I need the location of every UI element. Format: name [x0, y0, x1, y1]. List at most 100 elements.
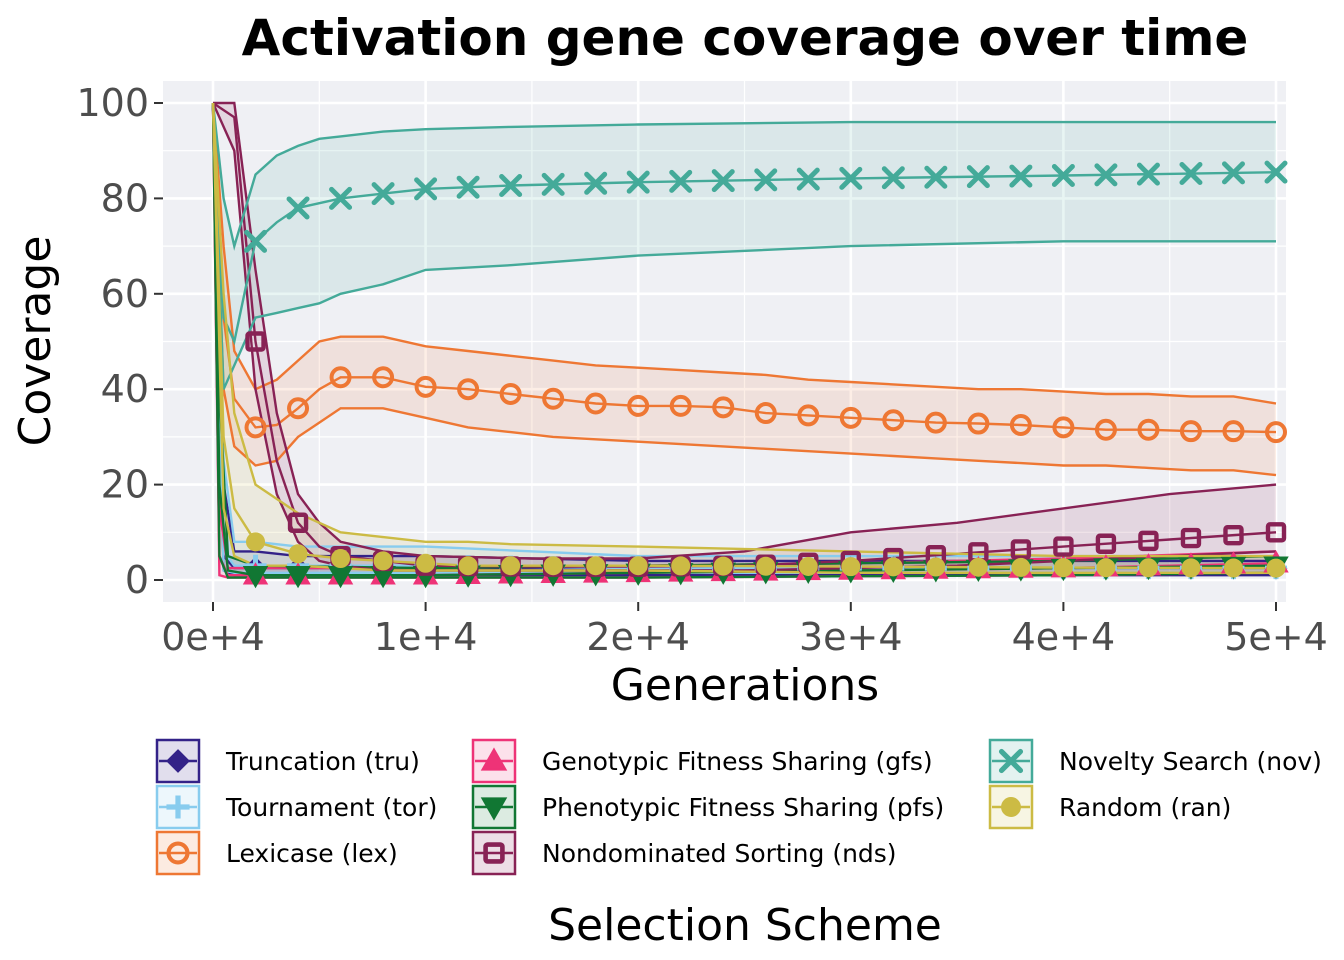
marker-nondominated-sorting-nds	[1095, 533, 1117, 554]
legend-key-marker-novelty-search-nov	[998, 748, 1024, 774]
marker-lexicase-lex	[457, 378, 480, 401]
legend-label-tournament-tor: Tournament (tor)	[225, 793, 437, 822]
marker-nondominated-sorting-nds	[1265, 522, 1287, 543]
marker-novelty-search-nov	[1094, 163, 1118, 187]
legend-key-marker-nondominated-sorting-nds	[483, 842, 505, 864]
marker-random-ran	[331, 549, 351, 569]
marker-lexicase-lex	[1009, 413, 1032, 436]
marker-lexicase-lex	[1179, 420, 1202, 443]
lower-line-lexicase-lex	[211, 102, 1277, 477]
marker-novelty-search-nov	[329, 186, 353, 210]
marker-novelty-search-nov	[1264, 160, 1288, 184]
marker-novelty-search-nov	[1221, 161, 1245, 185]
legend-label-lexicase-lex: Lexicase (lex)	[226, 839, 398, 868]
x-axis-title: Generations	[611, 660, 879, 711]
legend-key-marker-lexicase-lex	[166, 841, 190, 865]
marker-novelty-search-nov	[796, 167, 820, 191]
series-markers	[242, 160, 1289, 589]
band-novelty-search-nov	[213, 103, 1276, 390]
marker-novelty-search-nov	[414, 177, 438, 201]
marker-novelty-search-nov	[371, 182, 395, 206]
marker-nondominated-sorting-nds	[1180, 527, 1202, 549]
marker-novelty-search-nov	[966, 165, 990, 189]
chart-title: Activation gene coverage over time	[242, 9, 1249, 67]
legend-label-random-ran: Random (ran)	[1059, 793, 1231, 822]
marker-random-ran	[288, 544, 308, 564]
marker-novelty-search-nov	[839, 166, 863, 190]
marker-novelty-search-nov	[541, 172, 565, 196]
marker-random-ran	[246, 532, 266, 552]
marker-nondominated-sorting-nds	[1053, 536, 1074, 557]
legend-title: Selection Scheme	[548, 900, 942, 951]
marker-novelty-search-nov	[1179, 162, 1203, 186]
marker-novelty-search-nov	[1136, 162, 1160, 186]
marker-novelty-search-nov	[1051, 164, 1075, 188]
marker-novelty-search-nov	[584, 171, 608, 195]
upper-line-lexicase-lex	[211, 102, 1277, 405]
marker-random-ran	[926, 557, 946, 577]
y-tick-label: 40	[101, 367, 149, 411]
x-tick-label: 1e+4	[374, 615, 478, 659]
marker-random-ran	[416, 553, 436, 573]
legend-label-truncation-tru: Truncation (tru)	[225, 747, 420, 776]
band-random-ran	[213, 103, 1276, 573]
x-tick-label: 5e+4	[1224, 615, 1328, 659]
marker-lexicase-lex	[712, 396, 735, 419]
marker-lexicase-lex	[414, 375, 437, 398]
marker-novelty-search-nov	[626, 170, 650, 194]
legend-label-phenotypic-fitness-sharing-pfs: Phenotypic Fitness Sharing (pfs)	[542, 793, 944, 822]
marker-novelty-search-nov	[456, 175, 480, 199]
legend-label-nondominated-sorting-nds: Nondominated Sorting (nds)	[542, 839, 897, 868]
marker-lexicase-lex	[627, 394, 650, 417]
axes: 0 20 40 60 80 100 0e+4 1e+4 2e+4 3e+4 4e+4 5e+4	[76, 81, 1327, 659]
y-tick-label: 20	[101, 463, 149, 507]
marker-lexicase-lex	[797, 404, 820, 427]
marker-random-ran	[1011, 557, 1031, 577]
marker-nondominated-sorting-nds	[1223, 524, 1244, 546]
y-tick-label: 0	[125, 558, 149, 602]
legend-label-genotypic-fitness-sharing-gfs: Genotypic Fitness Sharing (gfs)	[542, 747, 933, 776]
marker-random-ran	[883, 557, 903, 577]
marker-phenotypic-fitness-sharing-pfs	[242, 565, 269, 589]
marker-lexicase-lex	[967, 412, 990, 435]
marker-lexicase-lex	[1265, 421, 1287, 444]
legend-key-marker-random-ran	[1001, 797, 1021, 817]
marker-lexicase-lex	[287, 397, 310, 420]
y-axis-title: Coverage	[10, 236, 61, 447]
marker-novelty-search-nov	[244, 229, 268, 253]
marker-random-ran	[1181, 558, 1201, 578]
marker-nondominated-sorting-nds	[1138, 530, 1159, 552]
legend-key-marker-tournament-tor	[166, 795, 190, 819]
marker-random-ran	[1096, 558, 1116, 578]
marker-novelty-search-nov	[881, 166, 905, 190]
legend-label-novelty-search-nov: Novelty Search (nov)	[1059, 747, 1322, 776]
x-tick-label: 3e+4	[799, 615, 903, 659]
marker-lexicase-lex	[839, 406, 862, 429]
marker-nondominated-sorting-nds	[287, 512, 309, 533]
marker-phenotypic-fitness-sharing-pfs	[285, 565, 311, 589]
marker-random-ran	[1223, 558, 1243, 578]
marker-lexicase-lex	[1222, 420, 1245, 443]
marker-lexicase-lex	[1094, 418, 1117, 441]
marker-nondominated-sorting-nds	[1010, 539, 1032, 560]
marker-lexicase-lex	[669, 394, 692, 417]
marker-novelty-search-nov	[1009, 164, 1033, 188]
marker-random-ran	[756, 556, 776, 576]
band-lexicase-lex	[213, 103, 1276, 476]
marker-random-ran	[1053, 558, 1073, 578]
marker-random-ran	[373, 551, 393, 571]
upper-line-novelty-search-nov	[211, 102, 1276, 251]
marker-random-ran	[1138, 558, 1158, 578]
upper-line-random-ran	[211, 102, 1276, 558]
marker-lexicase-lex	[584, 392, 607, 415]
marker-novelty-search-nov	[924, 165, 948, 189]
marker-random-ran	[586, 556, 606, 576]
marker-novelty-search-nov	[499, 174, 523, 198]
x-tick-label: 0e+4	[161, 615, 265, 659]
x-tick-label: 2e+4	[586, 615, 690, 659]
lower-line-novelty-search-nov	[211, 102, 1276, 390]
legend-key-marker-phenotypic-fitness-sharing-pfs	[480, 797, 508, 821]
marker-lexicase-lex	[882, 409, 905, 432]
marker-random-ran	[458, 556, 478, 576]
